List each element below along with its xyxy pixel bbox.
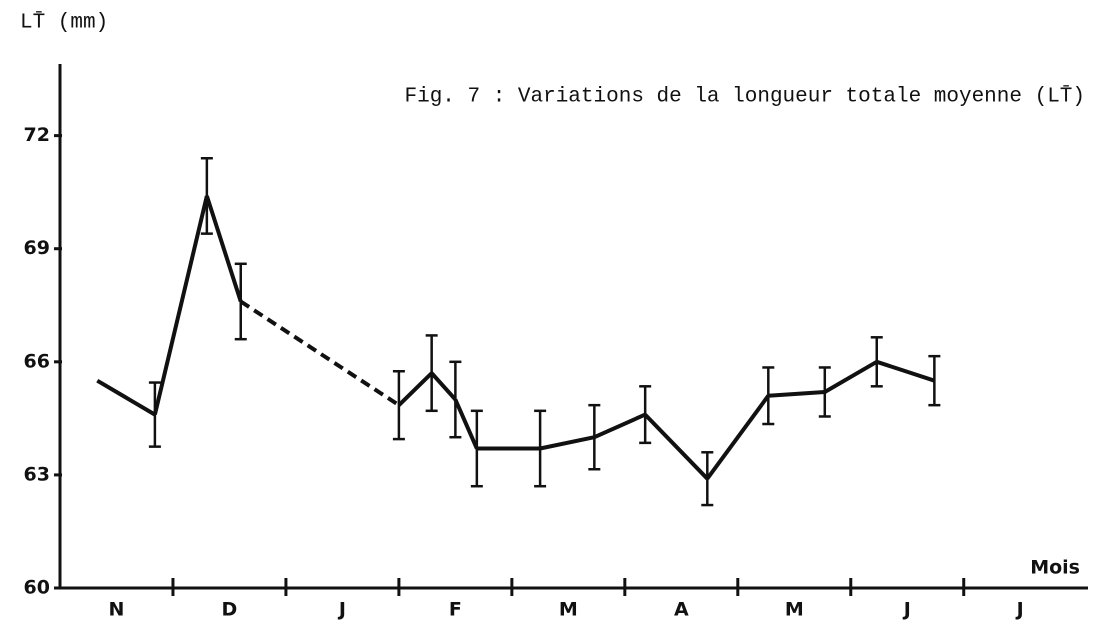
x-axis-label: Mois — [1030, 557, 1080, 579]
line-segment — [430, 371, 457, 401]
line-segment — [643, 413, 709, 481]
x-tick-label: M — [785, 599, 804, 621]
x-tick-label: D — [222, 599, 238, 621]
x-tick-label: A — [674, 599, 689, 621]
line-segment — [823, 360, 878, 394]
line-segment — [397, 371, 434, 407]
x-tick-label: F — [449, 599, 462, 621]
line-segment — [705, 394, 770, 480]
dashed-segment — [239, 299, 400, 407]
x-tick-label: J — [337, 599, 346, 621]
y-tick-label: 69 — [24, 237, 50, 259]
y-tick-label: 66 — [24, 350, 50, 372]
x-tick-label: N — [109, 599, 125, 621]
chart-title: Fig. 7 : Variations de la longueur total… — [404, 84, 1085, 108]
line-segment — [96, 378, 156, 417]
y-tick-label: 63 — [24, 463, 50, 485]
x-tick-label: J — [1015, 599, 1024, 621]
line-segment — [539, 435, 595, 451]
x-tick-label: J — [902, 599, 911, 621]
y-tick-label: 72 — [24, 124, 50, 146]
line-segment — [876, 359, 935, 383]
y-axis-label: LT̄ (mm) — [20, 10, 108, 34]
line-segment — [152, 195, 209, 416]
y-tick-label: 60 — [24, 577, 50, 599]
line-segment — [768, 389, 825, 398]
line-segment — [204, 195, 243, 303]
x-tick-label: M — [559, 599, 578, 621]
line-segment — [453, 398, 479, 450]
line-segment — [593, 412, 646, 440]
